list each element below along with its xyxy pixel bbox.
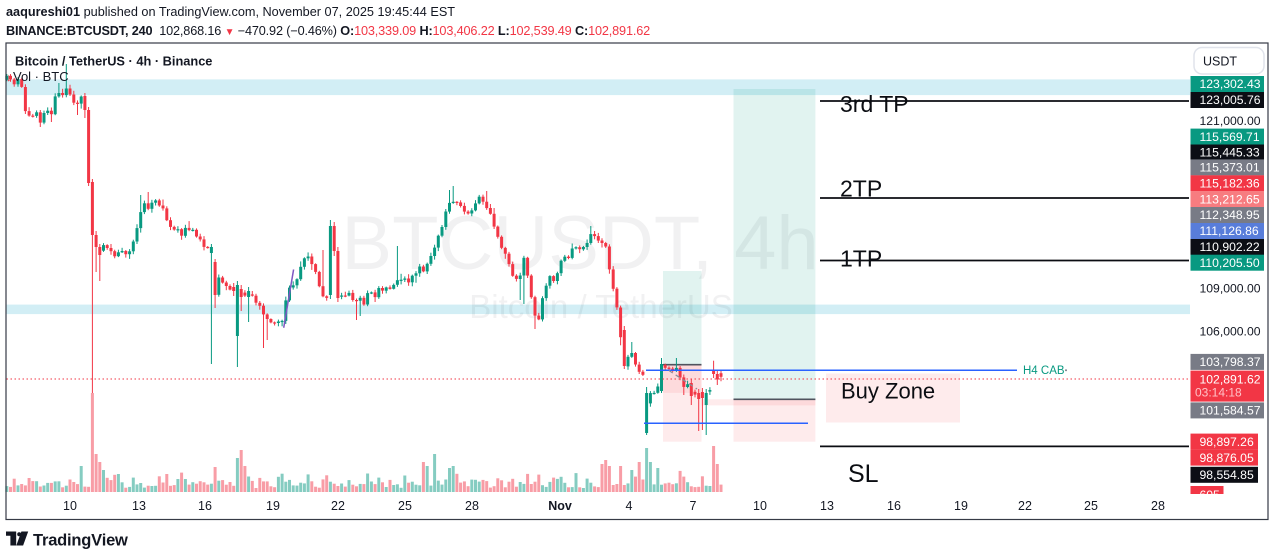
svg-text:113,212.65: 113,212.65 (1200, 192, 1260, 206)
svg-text:109,000.00: 109,000.00 (1200, 281, 1261, 295)
svg-text:28: 28 (465, 499, 479, 513)
svg-text:3rd TP: 3rd TP (840, 91, 909, 117)
svg-text:Buy Zone: Buy Zone (841, 379, 935, 404)
svg-text:102,891.62: 102,891.62 (1200, 372, 1261, 386)
svg-text:Bitcoin / TetherUS: Bitcoin / TetherUS (469, 288, 733, 325)
svg-text:16: 16 (887, 499, 901, 513)
svg-text:115,182.36: 115,182.36 (1200, 177, 1260, 191)
svg-text:98,876.05: 98,876.05 (1200, 451, 1254, 465)
svg-text:7: 7 (690, 499, 697, 513)
svg-text:98,897.26: 98,897.26 (1200, 435, 1254, 449)
svg-text:2TP: 2TP (840, 176, 882, 202)
svg-text:22: 22 (331, 499, 345, 513)
svg-text:111,126.86: 111,126.86 (1200, 224, 1259, 238)
svg-text:19: 19 (266, 499, 280, 513)
svg-text:106,000.00: 106,000.00 (1200, 325, 1261, 339)
svg-text:112,348.95: 112,348.95 (1200, 208, 1260, 222)
svg-text:↓: ↓ (6, 72, 12, 84)
svg-text:SL: SL (848, 460, 879, 488)
svg-text:13: 13 (820, 499, 834, 513)
svg-text:123,005.76: 123,005.76 (1200, 93, 1261, 107)
svg-text:25: 25 (1084, 499, 1098, 513)
svg-text:Nov: Nov (548, 499, 572, 513)
svg-text:123,302.43: 123,302.43 (1200, 77, 1261, 91)
svg-text:03:14:18: 03:14:18 (1195, 386, 1242, 400)
svg-text:605: 605 (1200, 488, 1221, 502)
svg-text:25: 25 (398, 499, 412, 513)
svg-text:28: 28 (1151, 499, 1165, 513)
svg-text:Vol · BTC: Vol · BTC (13, 69, 69, 84)
svg-text:TradingView: TradingView (33, 532, 128, 550)
svg-text:103,798.37: 103,798.37 (1200, 355, 1261, 369)
svg-text:22: 22 (1018, 499, 1032, 513)
svg-text:98,554.85: 98,554.85 (1200, 468, 1254, 482)
svg-text:19: 19 (954, 499, 968, 513)
svg-text:110,902.22: 110,902.22 (1200, 240, 1260, 254)
svg-text:10: 10 (753, 499, 767, 513)
svg-text:110,205.50: 110,205.50 (1200, 256, 1260, 270)
svg-text:121,000.00: 121,000.00 (1200, 114, 1261, 128)
svg-text:115,373.01: 115,373.01 (1200, 161, 1260, 175)
svg-text:13: 13 (132, 499, 146, 513)
svg-text:1TP: 1TP (840, 246, 882, 272)
svg-text:USDT: USDT (1203, 54, 1237, 68)
svg-text:115,445.33: 115,445.33 (1200, 146, 1260, 160)
svg-text:115,569.71: 115,569.71 (1200, 130, 1260, 144)
svg-text:10: 10 (63, 499, 77, 513)
svg-text:H4 CAB: H4 CAB (1023, 365, 1065, 377)
svg-text:101,584.57: 101,584.57 (1200, 404, 1261, 418)
svg-text:16: 16 (198, 499, 212, 513)
svg-text:4: 4 (626, 499, 633, 513)
svg-text:Bitcoin / TetherUS · 4h · Bina: Bitcoin / TetherUS · 4h · Binance (15, 54, 212, 69)
